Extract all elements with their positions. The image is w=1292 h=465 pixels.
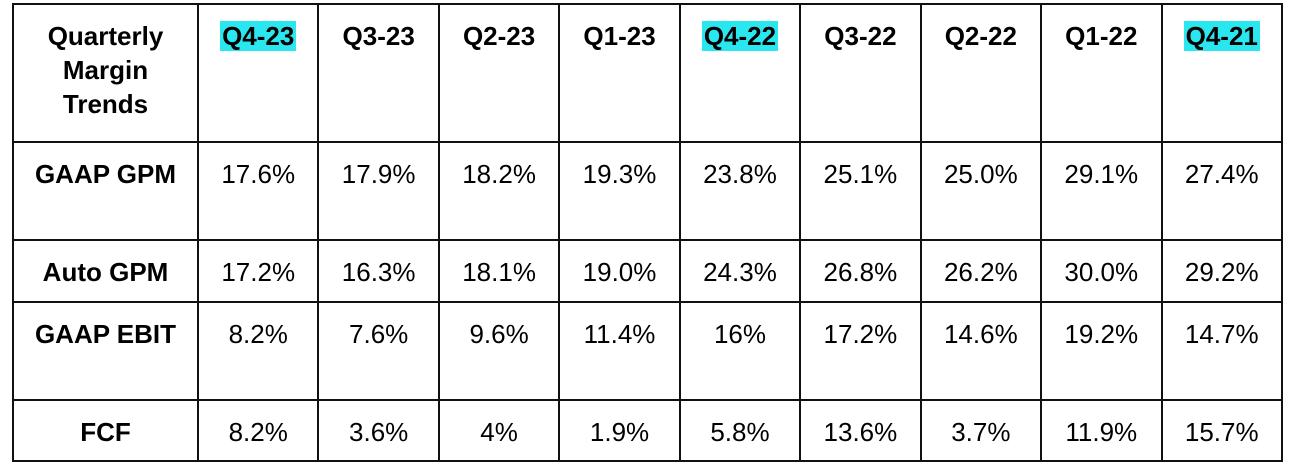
column-header: Q2-23: [437, 3, 561, 143]
table-wrap: Quarterly Margin Trends Q4-23 Q3-23 Q2-23 Q…: [12, 3, 1283, 462]
column-header: Q4-22: [678, 3, 802, 143]
column-header: Q3-23: [317, 3, 440, 143]
column-label: Q4-22: [701, 21, 779, 51]
value-cell: 17.2%: [799, 301, 922, 401]
column-header: Q3-22: [799, 3, 922, 143]
value-cell: 26.2%: [919, 239, 1043, 303]
value-cell: 9.6%: [437, 301, 561, 401]
header-row: Quarterly Margin Trends Q4-23 Q3-23 Q2-23 Q…: [12, 3, 1283, 143]
value-cell: 19.0%: [558, 239, 681, 303]
column-header: Q4-21: [1160, 3, 1283, 143]
margin-table: Quarterly Margin Trends Q4-23 Q3-23 Q2-23 Q…: [12, 3, 1283, 462]
value-cell: 29.2%: [1160, 239, 1283, 303]
row-label: FCF: [12, 399, 199, 462]
value-cell: 15.7%: [1160, 399, 1283, 462]
value-cell: 8.2%: [196, 301, 320, 401]
data-row: FCF 8.2% 3.6% 4% 1.9% 5.8% 13.6% 3.7% 11.9% 15.7%: [12, 399, 1283, 462]
value-cell: 27.4%: [1160, 141, 1283, 241]
column-header: Q2-22: [919, 3, 1043, 143]
row-label: GAAP EBIT: [12, 301, 199, 401]
value-cell: 13.6%: [799, 399, 922, 462]
column-header: Q1-23: [558, 3, 681, 143]
value-cell: 17.6%: [196, 141, 320, 241]
value-cell: 11.9%: [1040, 399, 1163, 462]
value-cell: 25.0%: [919, 141, 1043, 241]
value-cell: 18.2%: [437, 141, 561, 241]
value-cell: 16.3%: [317, 239, 440, 303]
value-cell: 14.7%: [1160, 301, 1283, 401]
column-label: Q2-22: [944, 21, 1017, 51]
value-cell: 26.8%: [799, 239, 922, 303]
data-row: GAAP EBIT 8.2% 7.6% 9.6% 11.4% 16% 17.2% 14.6% 1…: [12, 301, 1283, 401]
column-label: Q4-23: [220, 21, 297, 51]
value-cell: 16%: [678, 301, 802, 401]
value-cell: 11.4%: [558, 301, 681, 401]
value-cell: 19.3%: [558, 141, 681, 241]
row-label: GAAP GPM: [12, 141, 199, 241]
data-row: GAAP GPM 17.6% 17.9% 18.2% 19.3% 23.8% 25.1% 25…: [12, 141, 1283, 241]
column-label: Q2-23: [462, 21, 536, 51]
column-label: Q4-21: [1183, 21, 1260, 51]
corner-cell: Quarterly Margin Trends: [12, 3, 199, 143]
value-cell: 5.8%: [678, 399, 802, 462]
value-cell: 3.6%: [317, 399, 440, 462]
value-cell: 29.1%: [1040, 141, 1163, 241]
column-label: Q3-22: [824, 21, 897, 51]
value-cell: 17.2%: [196, 239, 320, 303]
value-cell: 4%: [437, 399, 561, 462]
column-header: Q1-22: [1040, 3, 1163, 143]
value-cell: 1.9%: [558, 399, 681, 462]
value-cell: 23.8%: [678, 141, 802, 241]
value-cell: 7.6%: [317, 301, 440, 401]
column-label: Q3-23: [342, 21, 415, 51]
column-header: Q4-23: [196, 3, 320, 143]
row-label: Auto GPM: [12, 239, 199, 303]
data-row: Auto GPM 17.2% 16.3% 18.1% 19.0% 24.3% 26.8% 26…: [12, 239, 1283, 303]
value-cell: 3.7%: [919, 399, 1043, 462]
value-cell: 8.2%: [196, 399, 320, 462]
value-cell: 25.1%: [799, 141, 922, 241]
value-cell: 24.3%: [678, 239, 802, 303]
column-label: Q1-22: [1065, 21, 1138, 51]
value-cell: 17.9%: [317, 141, 440, 241]
value-cell: 14.6%: [919, 301, 1043, 401]
column-label: Q1-23: [583, 21, 656, 51]
value-cell: 30.0%: [1040, 239, 1163, 303]
value-cell: 19.2%: [1040, 301, 1163, 401]
value-cell: 18.1%: [437, 239, 561, 303]
